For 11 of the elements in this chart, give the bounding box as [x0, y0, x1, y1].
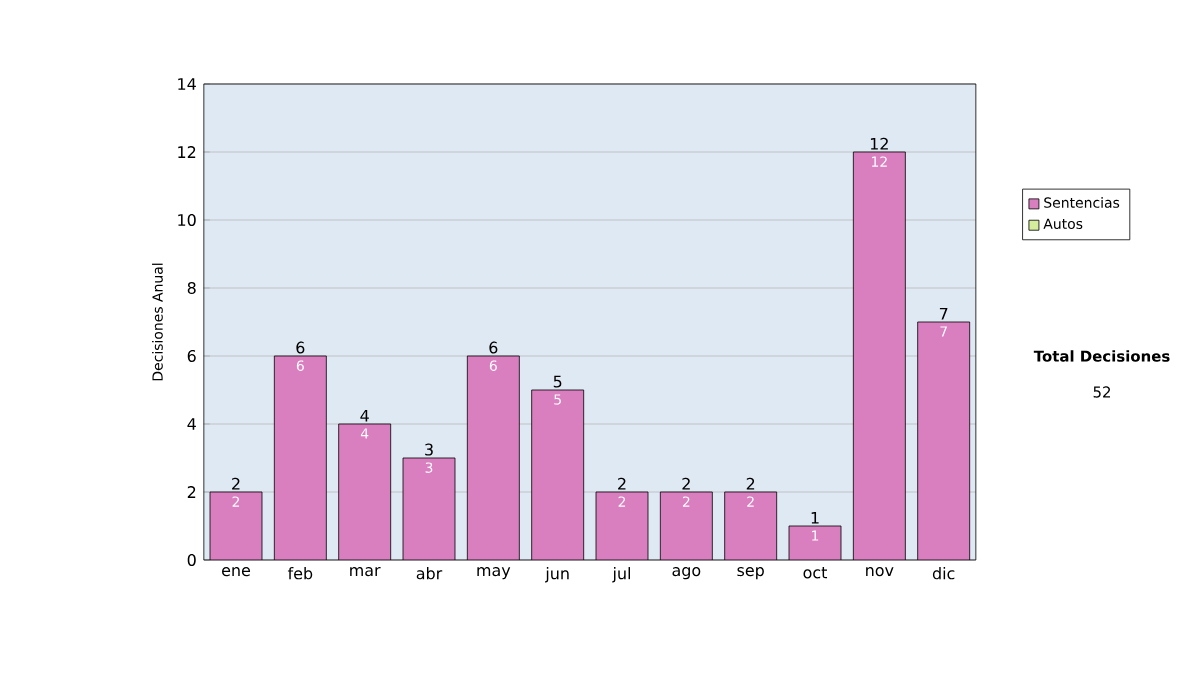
bar — [660, 492, 713, 560]
bar — [274, 355, 327, 560]
bar — [724, 492, 777, 560]
bar — [210, 492, 262, 560]
bar — [853, 151, 906, 560]
bar — [338, 424, 391, 560]
bar — [917, 321, 971, 560]
bar — [596, 492, 649, 560]
bar — [403, 458, 455, 560]
bar — [467, 355, 520, 560]
bar — [531, 389, 584, 560]
